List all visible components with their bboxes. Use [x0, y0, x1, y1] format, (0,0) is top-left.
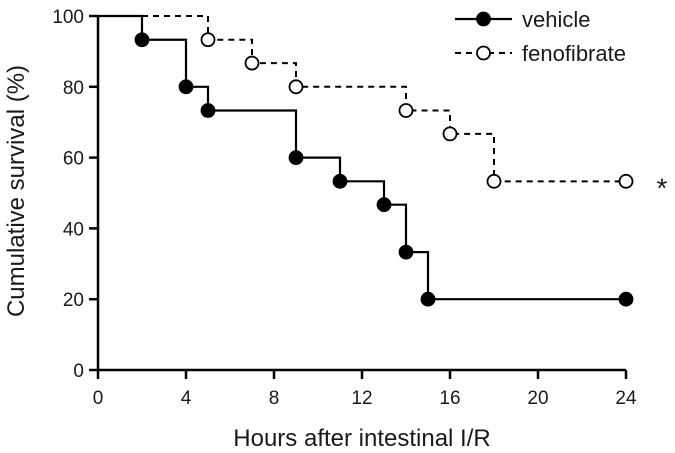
data-point-fenofibrate — [244, 55, 260, 71]
data-point-fenofibrate — [398, 103, 414, 118]
legend-label-fenofibrate: fenofibrate — [522, 41, 626, 66]
x-tick-label: 8 — [269, 388, 280, 409]
x-tick-label: 12 — [351, 388, 372, 409]
data-point-fenofibrate — [200, 32, 216, 48]
legend-marker-vehicle — [476, 11, 491, 27]
y-tick-label: 80 — [63, 78, 84, 99]
y-tick-label: 100 — [52, 7, 84, 28]
data-point-vehicle — [376, 197, 392, 213]
legend: vehicle fenofibrate — [455, 7, 626, 66]
significance-asterisk: * — [657, 172, 668, 203]
data-point-fenofibrate — [288, 79, 304, 95]
y-tick-label: 20 — [63, 290, 84, 311]
data-point-fenofibrate — [618, 173, 634, 189]
y-axis-title: Cumulative survival (%) — [3, 65, 30, 317]
data-point-vehicle — [398, 244, 414, 260]
y-tick-label: 40 — [63, 219, 84, 240]
x-tick-label: 4 — [181, 388, 192, 409]
x-tick-label: 0 — [93, 388, 104, 409]
x-tick-label: 24 — [615, 388, 637, 409]
data-point-vehicle — [134, 32, 150, 48]
data-point-vehicle — [288, 150, 304, 166]
x-axis-title: Hours after intestinal I/R — [233, 425, 490, 452]
x-tick-label: 20 — [527, 388, 548, 409]
data-point-fenofibrate — [442, 126, 458, 142]
data-point-vehicle — [178, 79, 194, 95]
data-point-vehicle — [420, 291, 436, 307]
data-point-vehicle — [200, 103, 216, 118]
data-point-vehicle — [332, 173, 348, 189]
x-tick-label: 16 — [439, 388, 460, 409]
data-point-vehicle — [618, 291, 634, 307]
axes-layer: 0 20 40 60 80 100 0 4 8 12 16 20 24 — [52, 7, 637, 409]
series-layer: * — [98, 14, 668, 307]
series-line-fenofibrate — [98, 15, 626, 183]
legend-marker-fenofibrate — [476, 45, 491, 61]
y-tick-label: 60 — [63, 149, 84, 170]
y-tick-label: 0 — [73, 361, 84, 382]
data-point-fenofibrate — [486, 173, 502, 189]
legend-label-vehicle: vehicle — [522, 7, 590, 32]
